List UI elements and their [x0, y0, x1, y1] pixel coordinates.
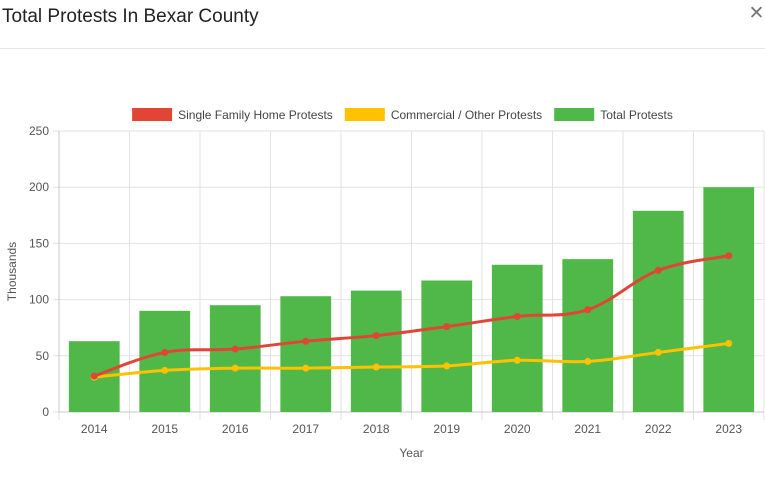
point-single-family-home-protests: [302, 337, 310, 345]
legend-label-commercial-other-protests: Commercial / Other Protests: [391, 108, 542, 122]
y-tick-label: 250: [29, 124, 49, 138]
x-tick-label: 2019: [433, 422, 460, 436]
x-tick-label: 2023: [715, 422, 742, 436]
point-commercial-other-protests: [231, 364, 239, 372]
close-icon[interactable]: ✕: [748, 3, 765, 24]
point-commercial-other-protests: [161, 366, 169, 374]
x-tick-label: 2015: [151, 422, 178, 436]
legend-swatch-commercial-other-protests: [344, 108, 385, 121]
page-title: Total Protests In Bexar County: [2, 6, 259, 27]
point-commercial-other-protests: [302, 364, 310, 372]
bar-total-protests: [421, 280, 473, 412]
point-single-family-home-protests: [372, 332, 380, 340]
bar-total-protests: [209, 305, 261, 412]
point-single-family-home-protests: [443, 323, 451, 331]
point-single-family-home-protests: [654, 266, 662, 274]
point-commercial-other-protests: [584, 357, 592, 365]
legend-label-single-family-home-protests: Single Family Home Protests: [178, 108, 333, 122]
modal-header: Total Protests In Bexar County ✕: [0, 0, 765, 49]
bar-total-protests: [280, 296, 332, 412]
bar-total-protests: [632, 210, 684, 412]
point-single-family-home-protests: [231, 345, 239, 353]
series-line-single-family-home-protests: [93, 254, 730, 378]
x-tick-label: 2014: [81, 422, 108, 436]
point-single-family-home-protests: [513, 312, 521, 320]
point-commercial-other-protests: [725, 339, 733, 347]
y-axis-title: Thousands: [5, 242, 19, 301]
point-single-family-home-protests: [161, 348, 169, 356]
x-tick-label: 2017: [292, 422, 319, 436]
y-tick-label: 150: [29, 236, 49, 250]
y-tick-label: 0: [42, 405, 49, 419]
point-single-family-home-protests: [584, 306, 592, 314]
bar-total-protests: [703, 187, 755, 412]
bar-total-protests: [562, 259, 614, 412]
legend-label-total-protests: Total Protests: [600, 108, 673, 122]
point-commercial-other-protests: [654, 348, 662, 356]
point-commercial-other-protests: [443, 362, 451, 370]
x-tick-label: 2021: [574, 422, 601, 436]
x-axis-title: Year: [399, 446, 423, 460]
legend-swatch-single-family-home-protests: [132, 108, 173, 121]
legend-swatch-total-protests: [554, 108, 595, 121]
bar-total-protests: [350, 290, 402, 412]
point-commercial-other-protests: [513, 356, 521, 364]
point-single-family-home-protests: [725, 252, 733, 260]
series-line-commercial-other-protests: [94, 341, 729, 379]
y-tick-label: 50: [36, 349, 50, 363]
x-tick-label: 2018: [363, 422, 390, 436]
point-commercial-other-protests: [372, 363, 380, 371]
x-tick-label: 2020: [504, 422, 531, 436]
bar-total-protests: [139, 310, 191, 412]
x-tick-label: 2022: [645, 422, 672, 436]
y-tick-label: 100: [29, 293, 49, 307]
point-single-family-home-protests: [90, 372, 98, 380]
y-tick-label: 200: [29, 180, 49, 194]
x-tick-label: 2016: [222, 422, 249, 436]
bar-total-protests: [491, 264, 543, 412]
